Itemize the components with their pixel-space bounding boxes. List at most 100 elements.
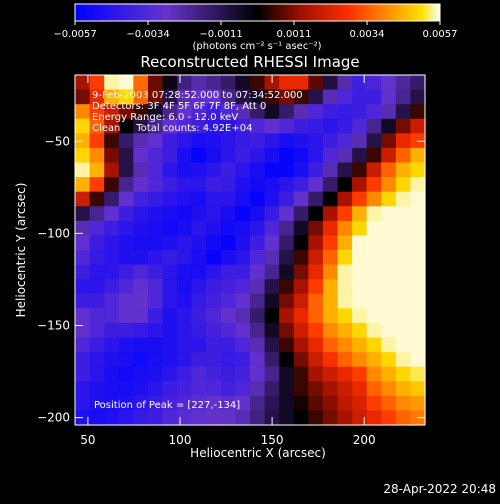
heatmap-cell (337, 279, 353, 295)
annotation-total-counts: Clean Total counts: 4.92E+04 (92, 123, 252, 134)
heatmap-cell (366, 220, 382, 237)
heatmap-cell (133, 104, 149, 120)
heatmap-cell (220, 264, 237, 280)
heatmap-cell (220, 104, 237, 120)
heatmap-cell (279, 322, 295, 339)
heatmap-cell (220, 235, 237, 251)
heatmap-cell (191, 147, 207, 164)
heatmap-cell (308, 250, 324, 266)
heatmap-cell (264, 264, 280, 280)
heatmap-cell (322, 381, 339, 397)
heatmap-cell (352, 337, 368, 353)
heatmap-cell (337, 322, 353, 339)
heatmap-cell (337, 162, 353, 178)
heatmap-cell (147, 366, 164, 382)
heatmap-cell (162, 366, 178, 382)
heatmap-cell (133, 410, 149, 426)
heatmap-cell (308, 366, 324, 382)
heatmap-cell (279, 147, 295, 164)
heatmap-cell (162, 264, 178, 280)
heatmap-cell (395, 104, 412, 120)
heatmap-cell (337, 337, 353, 353)
heatmap-cell (89, 410, 105, 426)
heatmap-cell (293, 264, 309, 280)
heatmap-cell (177, 293, 193, 309)
heatmap-cell (410, 352, 426, 368)
heatmap-grid (75, 75, 426, 426)
heatmap-cell (104, 279, 120, 295)
heatmap-cell (235, 75, 251, 91)
heatmap-cell (133, 293, 149, 309)
heatmap-cell (177, 308, 193, 324)
heatmap-cell (206, 118, 222, 134)
heatmap-cell (220, 293, 237, 309)
heatmap-cell (220, 395, 237, 412)
heatmap-cell (250, 118, 266, 134)
heatmap-cell (352, 308, 368, 324)
heatmap-cell (118, 264, 134, 280)
colorbar-tick-label: −0.0057 (53, 29, 96, 40)
heatmap-cell (279, 89, 295, 105)
heatmap-cell (250, 220, 266, 237)
heatmap-cell (250, 89, 266, 105)
heatmap-cell (162, 308, 178, 324)
heatmap-cell (352, 162, 368, 178)
heatmap-cell (147, 322, 164, 339)
heatmap-cell (264, 337, 280, 353)
heatmap-cell (293, 308, 309, 324)
heatmap-cell (104, 381, 120, 397)
heatmap-cell (220, 220, 237, 237)
heatmap-cell (147, 220, 164, 237)
heatmap-cell (410, 293, 426, 309)
heatmap-cell (250, 308, 266, 324)
heatmap-cell (250, 279, 266, 295)
heatmap-cell (133, 177, 149, 193)
colorbar-tick-label: −0.0034 (126, 29, 169, 40)
heatmap-cell (395, 410, 412, 426)
heatmap-cell (89, 104, 105, 120)
heatmap-cell (352, 279, 368, 295)
heatmap-cell (118, 395, 134, 412)
heatmap-cell (381, 366, 397, 382)
heatmap-cell (75, 279, 91, 295)
heatmap-cell (395, 322, 412, 339)
heatmap-cell (162, 206, 178, 222)
heatmap-cell (133, 322, 149, 339)
heatmap-cell (250, 337, 266, 353)
heatmap-cell (308, 279, 324, 295)
heatmap-cell (293, 162, 309, 178)
heatmap-cell (133, 352, 149, 368)
heatmap-cell (366, 118, 382, 134)
heatmap-cell (279, 366, 295, 382)
heatmap-cell (308, 395, 324, 412)
x-tick-label: 50 (80, 433, 95, 447)
heatmap-cell (366, 147, 382, 164)
heatmap-cell (147, 395, 164, 412)
heatmap-cell (395, 395, 412, 412)
heatmap-cell (206, 235, 222, 251)
heatmap-cell (337, 118, 353, 134)
heatmap-cell (235, 104, 251, 120)
colorbar-tick-label: 0.0011 (277, 29, 312, 40)
heatmap-cell (104, 264, 120, 280)
heatmap-cell (177, 75, 193, 91)
heatmap-cell (308, 308, 324, 324)
heatmap-cell (133, 191, 149, 207)
heatmap-cell (410, 162, 426, 178)
heatmap-cell (235, 235, 251, 251)
heatmap-cell (322, 89, 339, 105)
heatmap-cell (235, 308, 251, 324)
heatmap-cell (322, 250, 339, 266)
heatmap-cell (250, 410, 266, 426)
heatmap-cell (147, 308, 164, 324)
heatmap-cell (133, 118, 149, 134)
heatmap-cell (191, 118, 207, 134)
heatmap-cell (89, 264, 105, 280)
heatmap-cell (191, 410, 207, 426)
heatmap-cell (337, 352, 353, 368)
heatmap-cell (410, 264, 426, 280)
heatmap-cell (322, 366, 339, 382)
heatmap-cell (366, 206, 382, 222)
heatmap-cell (381, 352, 397, 368)
heatmap-cell (264, 220, 280, 237)
